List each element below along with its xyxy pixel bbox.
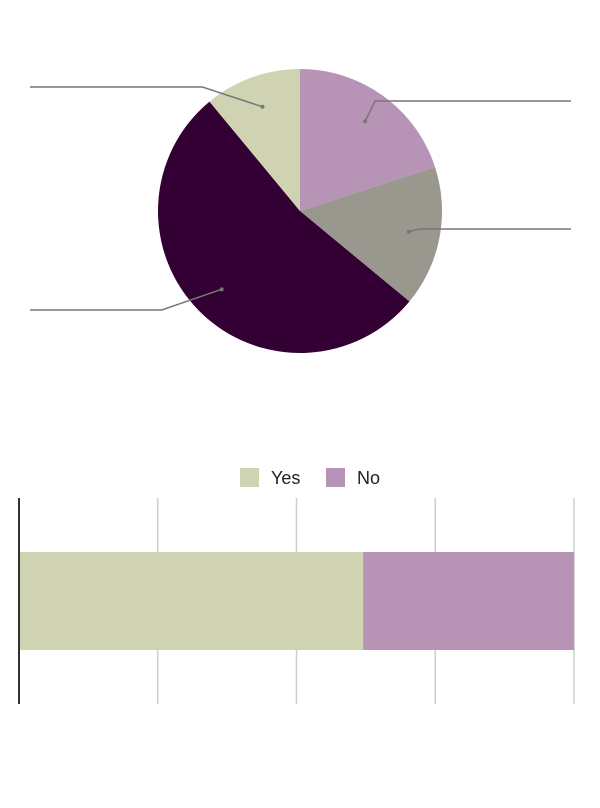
leader-line-4 bbox=[30, 86, 263, 108]
legend-label-yes: Yes bbox=[271, 468, 300, 488]
bar-segment-no bbox=[363, 552, 574, 650]
pie-slice-4 bbox=[209, 69, 300, 211]
leader-line-1 bbox=[364, 100, 571, 122]
pie-slice-1 bbox=[300, 69, 436, 211]
leader-dot-4 bbox=[260, 104, 265, 109]
pie-slice-2 bbox=[300, 167, 442, 302]
pie-chart bbox=[30, 69, 571, 353]
legend-swatch-yes bbox=[240, 468, 259, 487]
bar-segment-yes bbox=[19, 552, 364, 650]
legend: Yes No bbox=[240, 468, 380, 488]
legend-label-no: No bbox=[357, 468, 380, 488]
bar-segments bbox=[19, 552, 574, 650]
leader-line-2 bbox=[408, 228, 571, 233]
leader-dot-1 bbox=[363, 119, 368, 124]
leader-line-3 bbox=[30, 288, 222, 311]
legend-swatch-no bbox=[326, 468, 345, 487]
leader-dot-2 bbox=[406, 229, 411, 234]
leader-dot-3 bbox=[219, 287, 224, 292]
pie-leader-lines bbox=[30, 86, 571, 311]
